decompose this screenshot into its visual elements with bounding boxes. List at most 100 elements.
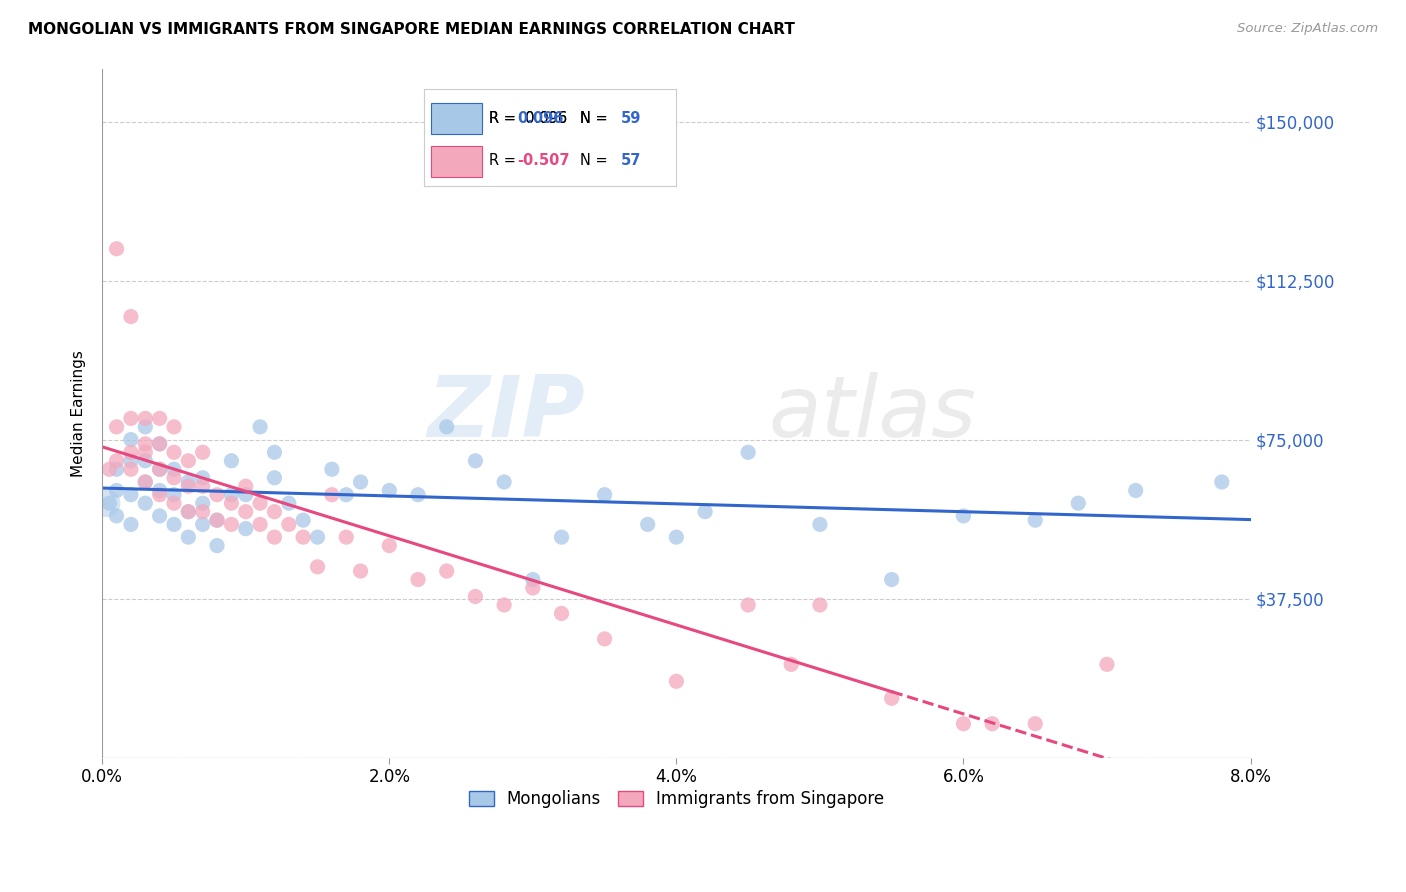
Point [349,564,371,578]
Point [134,454,156,468]
Point [163,496,186,510]
Point [191,517,214,532]
Point [149,437,172,451]
Point [665,530,688,544]
Point [120,454,142,468]
Point [191,496,214,510]
Point [1125,483,1147,498]
Point [163,488,186,502]
Point [436,564,458,578]
Point [550,530,572,544]
Text: atlas: atlas [768,372,976,455]
Point [105,454,128,468]
Text: Source: ZipAtlas.com: Source: ZipAtlas.com [1237,22,1378,36]
Point [693,505,716,519]
Point [120,462,142,476]
Point [221,454,243,468]
Point [593,488,616,502]
Point [263,471,285,485]
Point [120,433,142,447]
Point [249,420,271,434]
Point [737,598,759,612]
Point [808,598,831,612]
Point [221,496,243,510]
Point [163,420,186,434]
Point [205,513,228,527]
Point [163,471,186,485]
Point [120,517,142,532]
Point [808,517,831,532]
Point [378,539,401,553]
Point [134,411,156,425]
Point [1067,496,1090,510]
Point [637,517,659,532]
Text: ZIP: ZIP [427,372,585,455]
Point [134,496,156,510]
Point [780,657,803,672]
Point [105,420,128,434]
Point [149,462,172,476]
Point [149,437,172,451]
Point [134,475,156,489]
Point [149,508,172,523]
Point [665,674,688,689]
Point [149,483,172,498]
Point [120,310,142,324]
Point [1024,513,1046,527]
Point [277,496,299,510]
Point [163,462,186,476]
Point [177,475,200,489]
Point [149,411,172,425]
Point [406,573,429,587]
Point [406,488,429,502]
Point [307,559,329,574]
Point [98,496,121,510]
Point [191,479,214,493]
Point [98,462,121,476]
Point [235,479,257,493]
Point [235,522,257,536]
Point [105,508,128,523]
Point [952,716,974,731]
Point [249,517,271,532]
Point [134,437,156,451]
Point [177,505,200,519]
Point [880,573,903,587]
Point [737,445,759,459]
Point [321,488,343,502]
Point [163,517,186,532]
Point [263,530,285,544]
Point [221,517,243,532]
Point [292,513,315,527]
Point [221,488,243,502]
Point [235,505,257,519]
Point [149,462,172,476]
Point [335,488,357,502]
Point [177,479,200,493]
Point [177,530,200,544]
Point [120,411,142,425]
Point [191,445,214,459]
Point [292,530,315,544]
Point [205,539,228,553]
Point [880,691,903,706]
Point [105,462,128,476]
Point [163,445,186,459]
Point [263,505,285,519]
Point [120,445,142,459]
Point [134,475,156,489]
Point [149,488,172,502]
Text: MONGOLIAN VS IMMIGRANTS FROM SINGAPORE MEDIAN EARNINGS CORRELATION CHART: MONGOLIAN VS IMMIGRANTS FROM SINGAPORE M… [28,22,794,37]
Point [494,475,516,489]
Point [593,632,616,646]
Point [120,488,142,502]
Point [177,454,200,468]
Point [349,475,371,489]
Point [177,505,200,519]
Point [105,242,128,256]
Point [1024,716,1046,731]
Point [134,420,156,434]
Point [494,598,516,612]
Point [277,517,299,532]
Point [378,483,401,498]
